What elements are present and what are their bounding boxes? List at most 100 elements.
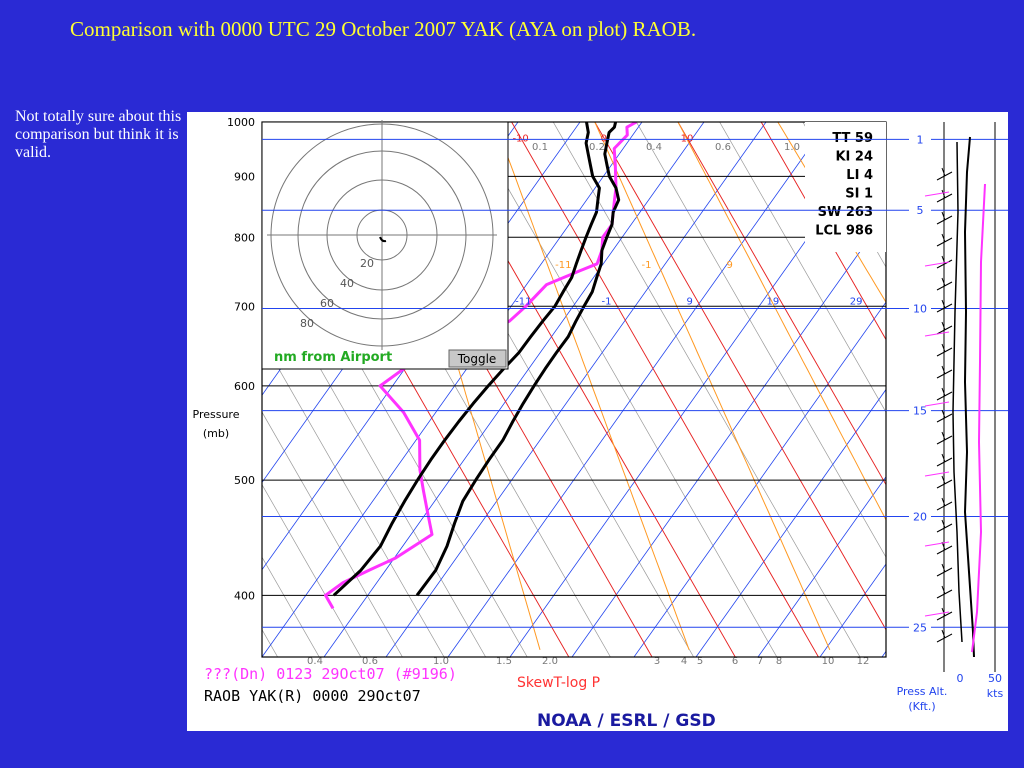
wind-barb-magenta <box>924 261 950 267</box>
index-value: SI 1 <box>845 187 873 202</box>
hodograph-trace <box>379 236 387 243</box>
moist-adiabat-line <box>494 122 690 650</box>
wind-barb <box>941 167 946 177</box>
wind-barb-magenta <box>924 541 950 547</box>
dry-adiabat-label: -1 <box>601 296 611 307</box>
skew-guide-line <box>262 483 362 657</box>
stability-indices: TT 59 KI 24 LI 4 SI 1 SW 263 LCL 986 <box>805 122 886 252</box>
chart-footer: NOAA / ESRL / GSD <box>537 711 716 731</box>
isotherm-line <box>594 122 886 631</box>
skew-guide-line <box>552 122 861 657</box>
dry-adiabat-line <box>633 301 886 657</box>
dry-adiabat-line <box>571 214 886 657</box>
skew-guide-line <box>262 411 403 657</box>
skew-guide-line <box>262 266 486 657</box>
wind-barb <box>941 453 946 463</box>
toggle-button-bg <box>448 349 507 368</box>
mixing-ratio-label-bottom: 0.4 <box>307 656 323 667</box>
mixing-ratio-label-bottom: 1.5 <box>496 656 512 667</box>
wind-barb <box>941 387 946 397</box>
chart-title: SkewT-log P <box>517 675 600 691</box>
sounding-line <box>415 122 621 597</box>
wind-barb <box>941 519 946 529</box>
wind-barb <box>941 475 946 485</box>
skew-guide-line <box>928 122 1008 657</box>
dry-adiabat-line <box>819 563 886 657</box>
wind-barb <box>941 365 946 375</box>
wind-barb <box>941 321 946 331</box>
wind-barb <box>941 189 946 199</box>
dry-adiabat-line <box>262 122 581 571</box>
altitude-tick-label: 1 <box>917 133 924 146</box>
skew-guide-line <box>262 338 445 657</box>
wind-barb-magenta <box>924 191 950 197</box>
hodograph-ring-label: 40 <box>340 277 354 290</box>
dry-adiabat-line <box>447 122 829 657</box>
mixing-ratio-label-bottom: 12 <box>857 656 870 667</box>
slide-note: Not totally sure about this comparison b… <box>15 108 182 161</box>
pressure-tick-label: 800 <box>234 231 255 244</box>
skew-guide-line <box>969 122 1008 657</box>
sounding-line <box>332 122 601 597</box>
pressure-tick-label: 700 <box>234 300 255 313</box>
slide-title: Comparison with 0000 UTC 29 October 2007… <box>70 17 697 41</box>
index-value: SW 263 <box>818 205 873 220</box>
wind-barb <box>941 607 946 617</box>
wind-scale-tick: 50 <box>988 672 1002 685</box>
moist-adiabat-label: -11 <box>555 260 571 271</box>
skew-guide-line <box>719 122 886 413</box>
dry-adiabat-line <box>695 388 886 657</box>
dry-adiabat-label: 29 <box>850 296 863 307</box>
altitude-label-bg <box>909 202 931 217</box>
wind-panel-trace-magenta <box>971 183 986 653</box>
wind-barb <box>941 497 946 507</box>
skew-guide-line <box>187 122 194 657</box>
wind-barb-magenta <box>924 471 950 477</box>
wind-panel-trace <box>963 136 975 658</box>
wind-scale-tick: 0 <box>957 672 964 685</box>
mixing-ratio-label-top: 0.2 <box>589 142 605 153</box>
skew-guide-line <box>187 122 236 657</box>
pressure-tick-label: 500 <box>234 474 255 487</box>
skew-guide-line <box>262 556 320 657</box>
wind-barb-magenta <box>924 331 950 337</box>
dry-adiabat-line <box>1006 122 1008 657</box>
skew-guide-line <box>885 122 886 123</box>
dry-adiabat-line <box>262 122 643 657</box>
isotherm-line <box>677 122 886 486</box>
wind-barb <box>941 211 946 221</box>
index-value: LI 4 <box>846 168 873 183</box>
mixing-ratio-label-bottom: 1.0 <box>433 656 449 667</box>
pressure-axis-label-1: Pressure <box>193 408 240 421</box>
moist-adiabat-label: -1 <box>641 260 651 271</box>
hodograph-ring-label: 80 <box>300 317 314 330</box>
moist-adiabat-label: 9 <box>726 260 732 271</box>
hodograph-ring-label: 20 <box>360 257 374 270</box>
mixing-ratio-label-top: 0.1 <box>532 142 548 153</box>
skewt-series <box>324 122 638 610</box>
skewt-svg: 4005006007008009001000-30-20-10010-21-11… <box>187 116 1008 731</box>
toggle-button[interactable]: Toggle <box>457 352 497 366</box>
hodograph-caption: nm from Airport <box>274 350 392 365</box>
dry-adiabat-line <box>187 122 208 657</box>
mixing-ratio-label-bottom: 4 <box>681 656 687 667</box>
mixing-ratio-label-bottom: 2.0 <box>542 656 558 667</box>
wind-barb <box>941 277 946 287</box>
skew-guide-line <box>636 122 886 558</box>
dry-adiabat-line <box>262 122 271 134</box>
mixing-ratio-label-bottom: 8 <box>776 656 782 667</box>
dry-adiabat-label: 19 <box>767 296 780 307</box>
mixing-ratio-label-top: 0.6 <box>715 142 731 153</box>
mixing-ratio-label-bottom: 10 <box>822 656 835 667</box>
pressure-tick-label: 400 <box>234 589 255 602</box>
pressure-axis-label-2: (mb) <box>203 427 229 440</box>
wind-barb <box>941 343 946 353</box>
wind-barb <box>941 431 946 441</box>
wind-barb <box>941 409 946 419</box>
mixing-ratio-label-top: 1.0 <box>784 142 800 153</box>
altitude-tick-label: 15 <box>913 405 927 418</box>
altitude-label-bg <box>909 131 931 146</box>
altitude-tick-label: 10 <box>913 302 927 315</box>
altitude-label-bg <box>909 619 931 634</box>
